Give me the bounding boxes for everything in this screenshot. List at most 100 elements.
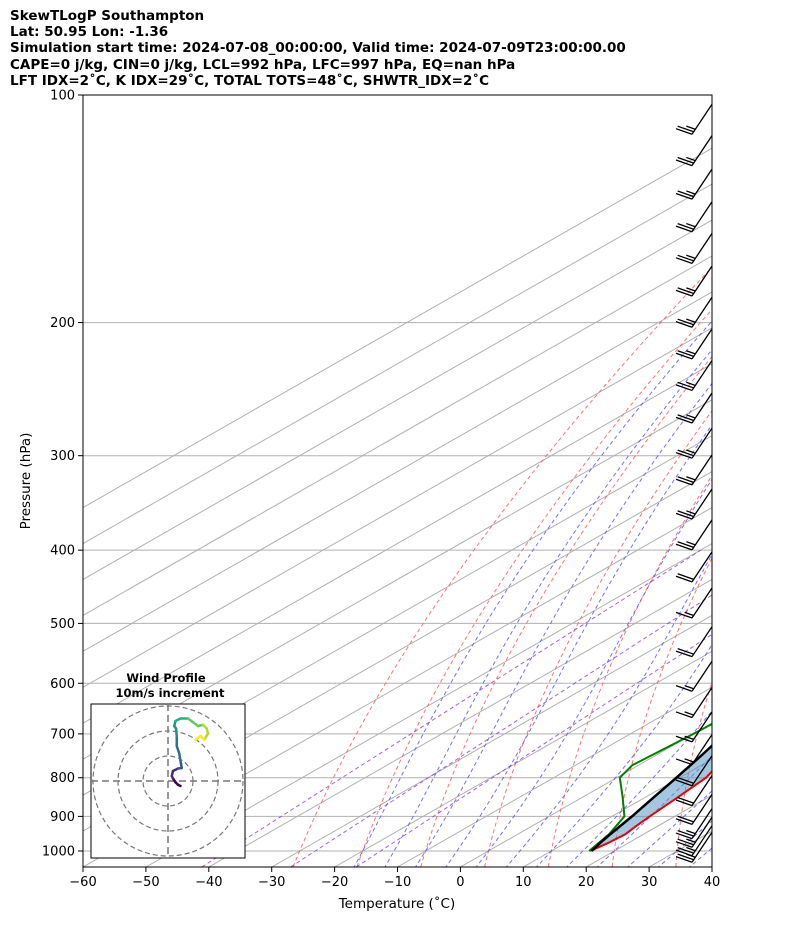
wind-barb xyxy=(675,825,713,857)
y-tick-label: 200 xyxy=(50,316,75,331)
isotherm-line xyxy=(145,542,712,867)
wind-barb xyxy=(675,168,713,200)
chart-title: SkewTLogP Southampton xyxy=(10,8,205,24)
isotherm-line xyxy=(83,291,712,652)
isotherm-line xyxy=(83,363,712,724)
moist-adiabat-line xyxy=(535,643,712,867)
wind-barb xyxy=(675,587,713,619)
x-tick-label: −60 xyxy=(69,875,96,890)
index-line: LFT IDX=2˚C, K IDX=29˚C, TOTAL TOTS=48˚C… xyxy=(10,73,490,89)
axes: −60 −50 −40 −30 −20 −10 0 10 20 30 40 1000 900 800 700… xyxy=(42,89,720,891)
x-tick-label: −20 xyxy=(321,875,348,890)
wind-barb xyxy=(675,519,713,551)
dry-adiabat-line xyxy=(292,266,712,867)
x-tick-label: −50 xyxy=(132,875,159,890)
hodograph: Wind Profile 10m/s increment xyxy=(90,671,246,859)
wind-barb xyxy=(675,360,713,392)
moist-adiabat-line xyxy=(719,111,794,869)
x-tick-label: −10 xyxy=(384,875,411,890)
dry-adiabat-line xyxy=(675,680,712,867)
dry-adiabat-line xyxy=(356,308,712,867)
dry-adiabat-line xyxy=(740,95,794,867)
hodograph-title: Wind Profile xyxy=(126,671,206,685)
profile-lines xyxy=(588,722,712,852)
y-axis-label: Pressure (hPa) xyxy=(18,433,34,530)
y-tick-label: 400 xyxy=(50,544,75,559)
wind-barbs xyxy=(675,103,713,863)
temperature-line xyxy=(589,769,712,852)
moist-adiabat-line xyxy=(384,349,712,867)
cape-shaded-area xyxy=(590,745,712,851)
y-tick-label: 900 xyxy=(50,810,75,825)
y-tick-label: 500 xyxy=(50,617,75,632)
moist-adiabat-line xyxy=(657,820,712,867)
moist-adiabat-line xyxy=(627,790,712,867)
wind-barb xyxy=(675,808,713,840)
hodograph-segment xyxy=(178,752,182,763)
isotherm-line xyxy=(271,614,712,867)
x-axis-label: Temperature (˚C) xyxy=(338,895,456,912)
x-tick-label: 10 xyxy=(515,875,532,890)
isotherm-line xyxy=(83,255,712,616)
y-tick-label: 600 xyxy=(50,677,75,692)
hodograph-subtitle: 10m/s increment xyxy=(116,686,225,700)
wind-barb xyxy=(675,687,713,719)
y-tick-label: 800 xyxy=(50,771,75,786)
wind-barb xyxy=(675,551,713,583)
wind-barb xyxy=(675,626,713,658)
moist-adiabat-line xyxy=(414,382,712,867)
isotherm-line xyxy=(648,830,712,867)
isotherm-line xyxy=(83,506,712,867)
wind-barb xyxy=(675,296,713,328)
isotherm-line xyxy=(397,686,712,867)
isotherm-line xyxy=(334,650,712,867)
wind-barb xyxy=(675,135,713,167)
mixing-ratio-line xyxy=(201,549,702,867)
hodograph-segment xyxy=(194,734,202,741)
wind-barb xyxy=(675,201,713,233)
moist-adiabat-line xyxy=(475,478,712,867)
wind-barb xyxy=(675,816,713,848)
wind-barb xyxy=(675,454,713,486)
wind-barb xyxy=(675,265,713,297)
y-tick-label: 300 xyxy=(50,449,75,464)
isotherm-line xyxy=(460,722,712,867)
wind-barb xyxy=(675,755,713,787)
isotherm-line xyxy=(711,866,712,867)
y-tick-label: 1000 xyxy=(42,844,75,859)
isotherm-line xyxy=(83,183,712,545)
dry-adiabat-line xyxy=(547,474,712,867)
dry-adiabat-line xyxy=(611,556,712,867)
isotherm-line xyxy=(83,147,712,509)
x-tick-label: −40 xyxy=(195,875,222,890)
cape-line: CAPE=0 j/kg, CIN=0 j/kg, LCL=992 hPa, LF… xyxy=(10,57,516,73)
y-tick-label: 700 xyxy=(50,727,75,742)
x-tick-label: −30 xyxy=(258,875,285,890)
isotherm-line xyxy=(208,578,712,867)
dry-adiabat-line xyxy=(484,409,712,867)
wind-barb xyxy=(675,427,713,459)
wind-barb xyxy=(675,233,713,265)
dry-adiabat-line xyxy=(420,355,712,867)
parcel-profile-line xyxy=(590,744,712,852)
moist-adiabat-line xyxy=(505,553,712,867)
moist-adiabat-line xyxy=(353,320,712,867)
wind-barb xyxy=(675,660,713,692)
isotherm-line xyxy=(83,327,712,688)
isotherm-line xyxy=(83,219,712,581)
dewpoint-line xyxy=(588,722,712,852)
moist-adiabat-line xyxy=(445,424,712,867)
moist-adiabat-line xyxy=(596,755,712,867)
location-line: Lat: 50.95 Lon: -1.36 xyxy=(10,24,169,40)
wind-barb xyxy=(675,794,713,826)
x-tick-label: 30 xyxy=(641,875,658,890)
hodograph-segment xyxy=(175,744,181,755)
wind-barb xyxy=(675,734,713,766)
mixing-ratio-line xyxy=(356,633,712,867)
background-lines xyxy=(83,95,794,869)
wind-barb xyxy=(675,392,713,424)
x-tick-label: 20 xyxy=(578,875,595,890)
hodograph-segment xyxy=(174,727,178,738)
wind-barb xyxy=(675,328,713,360)
